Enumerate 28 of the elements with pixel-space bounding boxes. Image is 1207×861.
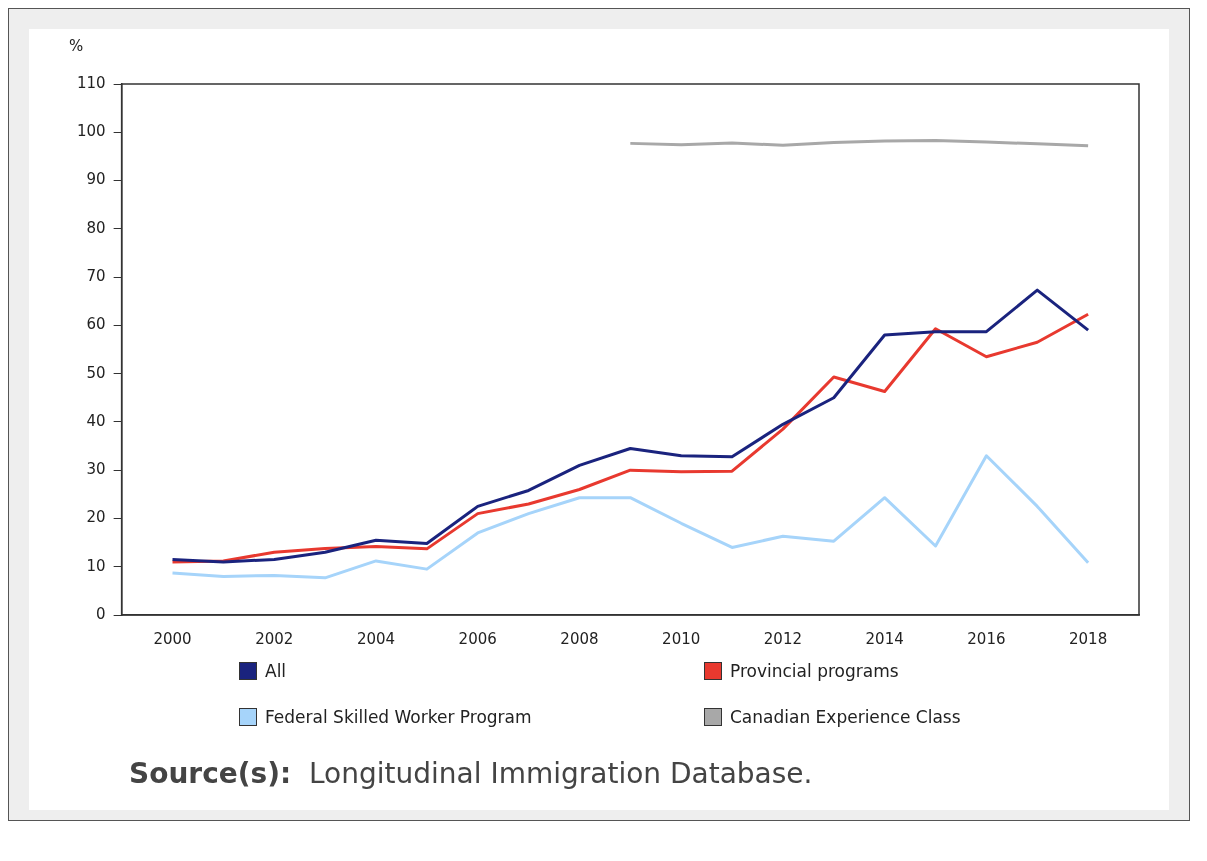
y-tick-label: 20 — [86, 508, 106, 527]
y-tick-label: 110 — [76, 73, 106, 92]
y-tick-label: 10 — [86, 556, 106, 575]
y-tick-label: 30 — [86, 460, 106, 479]
y-tick-label: 70 — [86, 266, 106, 285]
y-tick-label: 80 — [86, 218, 106, 237]
y-tick-label: 40 — [86, 411, 106, 430]
legend-label: Provincial programs — [730, 661, 899, 681]
y-axis-title: % — [69, 37, 84, 55]
legend-label: All — [265, 661, 287, 681]
legend-label: Federal Skilled Worker Program — [265, 707, 532, 727]
legend-label: Canadian Experience Class — [730, 707, 961, 727]
x-tick-label: 2014 — [865, 629, 904, 648]
x-tick-label: 2006 — [458, 629, 497, 648]
x-tick-label: 2004 — [356, 629, 396, 648]
x-tick-label: 2010 — [662, 629, 701, 648]
y-tick-label: 50 — [86, 363, 106, 382]
x-tick-label: 2008 — [560, 629, 599, 648]
y-tick-label: 0 — [96, 604, 106, 623]
x-tick-label: 2000 — [153, 629, 192, 648]
x-tick-label: 2012 — [763, 629, 803, 648]
source-note: Source(s): Longitudinal Immigration Database. — [129, 757, 813, 790]
y-tick-label: 90 — [86, 170, 106, 189]
x-tick-label: 2018 — [1069, 629, 1108, 648]
x-tick-label: 2016 — [967, 629, 1006, 648]
x-tick-label: 2002 — [255, 629, 294, 648]
y-tick-label: 100 — [76, 122, 106, 141]
y-tick-label: 60 — [86, 315, 106, 334]
